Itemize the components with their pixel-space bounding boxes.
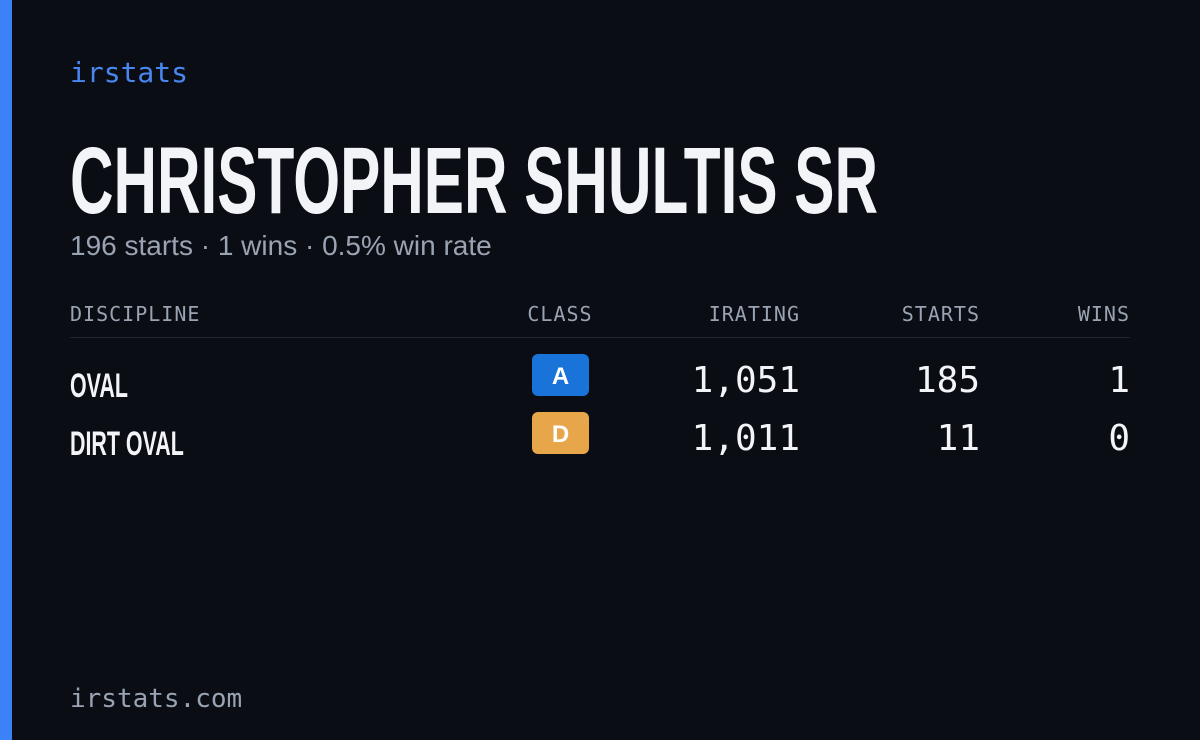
class-letter: A: [552, 363, 569, 390]
footer-url: irstats.com: [70, 684, 242, 714]
starts: 11: [937, 418, 980, 459]
class-letter: D: [552, 421, 569, 448]
table: DISCIPLINE CLASS IRATING STARTS WINS OVAL A 1,0…: [70, 302, 1130, 463]
table-row: OVAL A 1,051 185 1: [70, 354, 1130, 405]
column-header: DISCIPLINE: [70, 302, 200, 326]
discipline: DIRT OVAL: [70, 425, 184, 463]
discipline: OVAL: [70, 367, 128, 405]
column-header: STARTS: [902, 302, 980, 326]
column-header: WINS: [1078, 302, 1130, 326]
irating: 1,011: [692, 418, 800, 459]
class-badge: [532, 354, 589, 396]
column-header: IRATING: [709, 302, 800, 326]
table-row: DIRT OVAL D 1,011 11 0: [70, 412, 1130, 463]
brand: irstats: [70, 56, 188, 89]
player-name: CHRISTOPHER SHULTIS SR: [70, 128, 878, 234]
irating: 1,051: [692, 360, 800, 401]
summary: 196 starts · 1 wins · 0.5% win rate: [70, 230, 492, 261]
class-badge: [532, 412, 589, 454]
wins: 1: [1108, 360, 1130, 401]
starts: 185: [915, 360, 980, 401]
wins: 0: [1108, 418, 1130, 459]
accent-bar: [0, 0, 12, 740]
column-header: CLASS: [527, 302, 592, 326]
